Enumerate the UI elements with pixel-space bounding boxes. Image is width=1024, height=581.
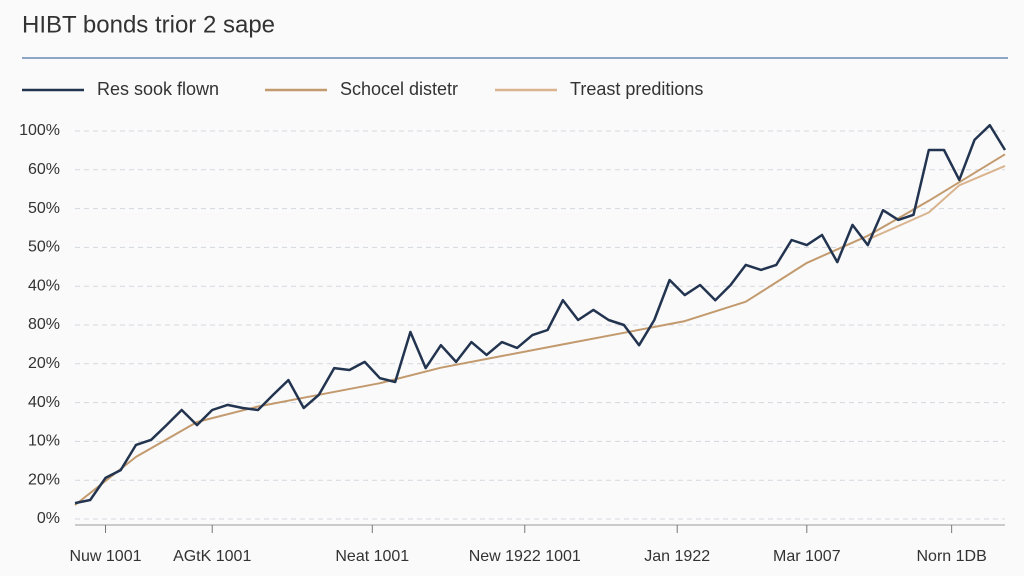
legend-label: Treast preditions [570, 79, 703, 99]
chart-title: HIBT bonds trior 2 sape [22, 11, 275, 38]
y-tick-label: 20% [28, 355, 60, 372]
series-line [74, 123, 1007, 505]
legend-label: Res sook flown [97, 79, 219, 99]
y-tick-label: 40% [28, 394, 60, 411]
y-tick-label: 50% [28, 200, 60, 217]
legend-label: Schocel distetr [340, 79, 458, 99]
series-line [74, 153, 1006, 506]
legend: Res sook flown Schocel distetr Treast pred… [22, 79, 703, 99]
x-tick-label: AGtK 1001 [173, 548, 251, 565]
x-tick-label: New 1922 1001 [469, 548, 581, 565]
x-tick-label: Norn 1DB [917, 548, 987, 565]
x-tick-label: Jan 1922 [644, 548, 710, 565]
y-tick-label: 20% [28, 471, 60, 488]
x-tick-label: Mar 1007 [773, 548, 841, 565]
x-tick-label: Neat 1001 [335, 548, 409, 565]
y-tick-label: 80% [28, 316, 60, 333]
y-tick-label: 0% [37, 510, 60, 527]
y-tick-label: 50% [28, 239, 60, 256]
y-tick-label: 40% [28, 277, 60, 294]
x-tick-label: Nuw 1001 [69, 548, 141, 565]
y-tick-label: 60% [28, 161, 60, 178]
y-tick-label: 100% [19, 122, 60, 139]
series-line [867, 164, 1006, 241]
y-tick-label: 10% [28, 433, 60, 450]
